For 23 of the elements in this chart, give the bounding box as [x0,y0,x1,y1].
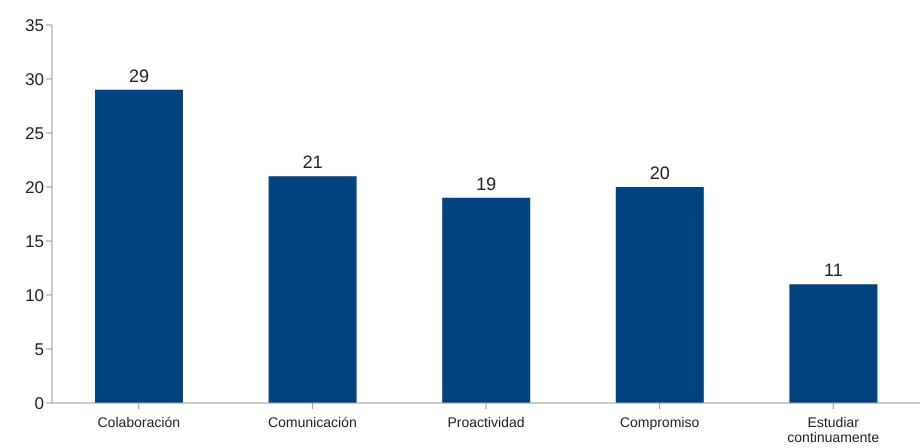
data-label: 21 [302,152,323,172]
data-label: 11 [824,260,843,280]
data-label: 29 [128,66,150,86]
x-tick-label: Comunicación [268,414,357,430]
bar [442,198,530,403]
y-tick-label: 10 [25,286,44,306]
y-tick-label: 15 [25,232,44,252]
bar [616,187,704,403]
y-tick-label: 30 [25,70,44,90]
y-tick-label: 20 [25,178,44,198]
x-tick-label: Colaboración [98,414,180,430]
data-label: 20 [650,163,670,183]
x-tick-label: Proactividad [447,414,525,430]
y-tick-label: 5 [34,340,44,360]
data-label: 19 [476,174,496,194]
bar [268,176,357,403]
y-tick-label: 25 [25,124,44,144]
x-tick-label: Compromiso [620,414,700,430]
y-tick-label: 35 [25,16,44,36]
bar [95,90,183,403]
x-tick-label: Estudiar continuamente [787,414,880,445]
bar [789,284,878,403]
y-tick-label: 0 [34,394,44,414]
